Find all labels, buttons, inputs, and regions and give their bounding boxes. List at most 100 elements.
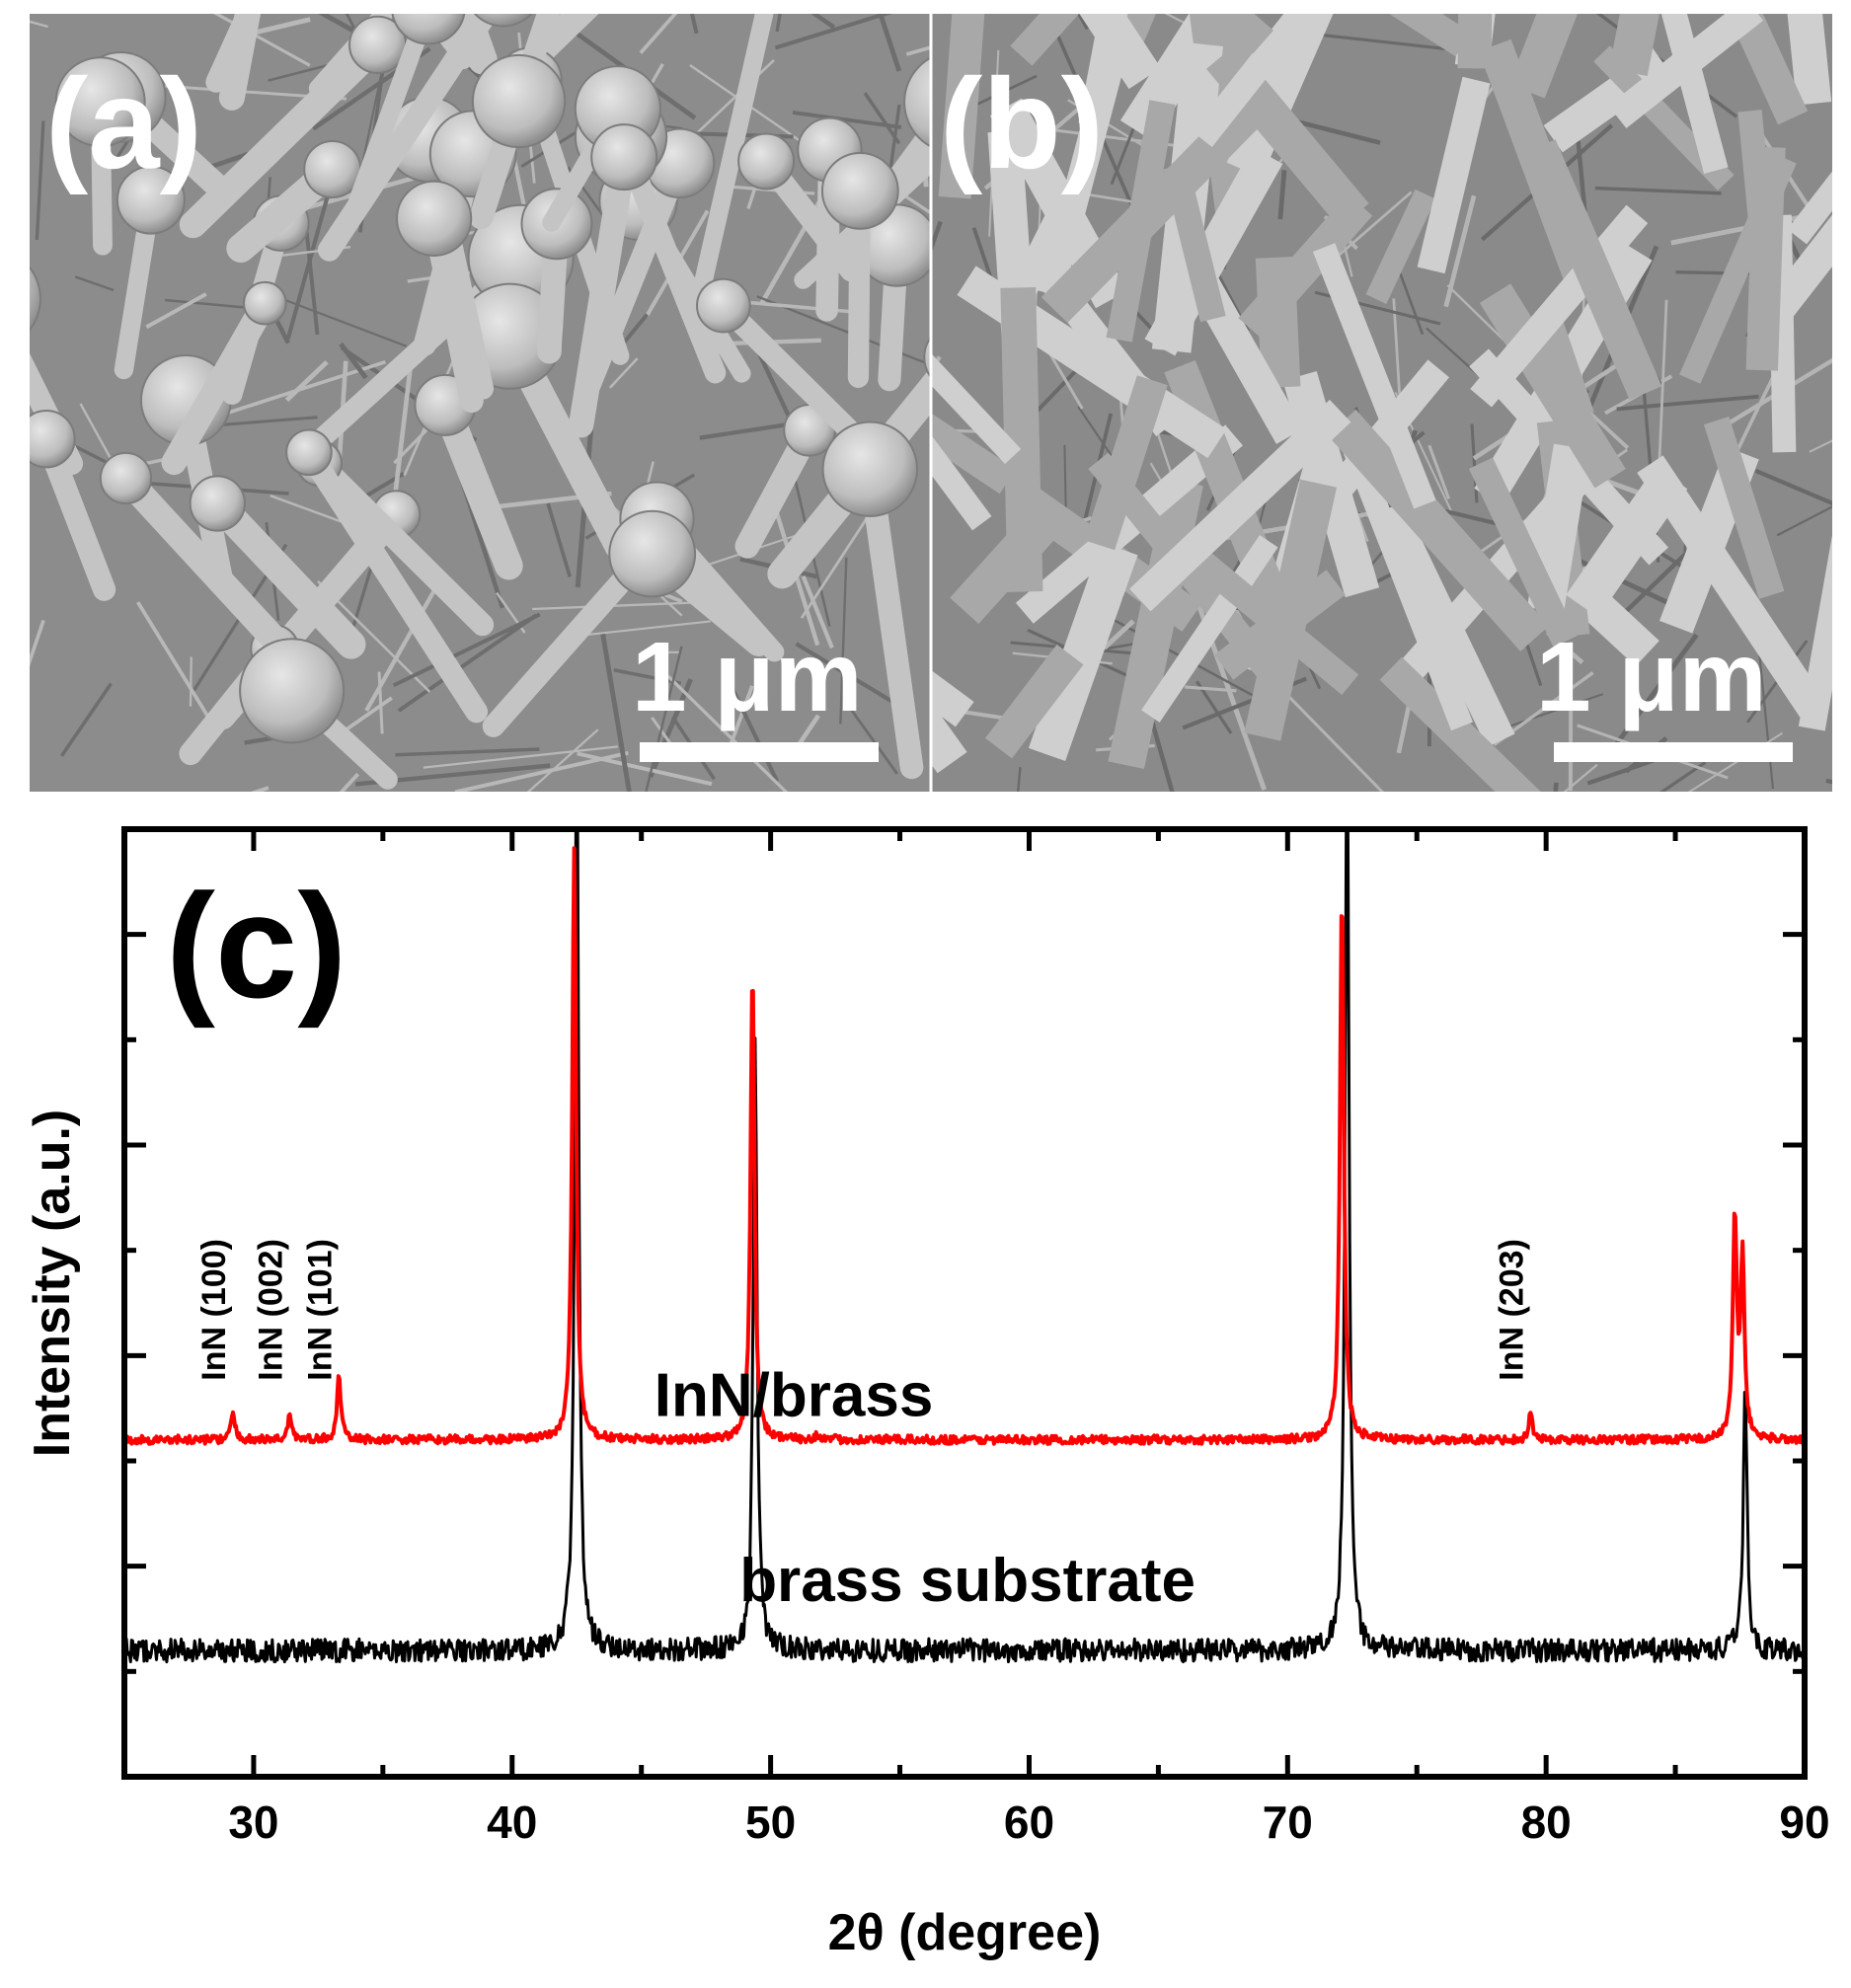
sem-rod xyxy=(1608,14,1659,77)
peak-annotation: InN (002) xyxy=(253,1239,290,1381)
sem-fiber xyxy=(1427,444,1451,499)
sem-rod xyxy=(1078,14,1128,128)
sem-rod xyxy=(1010,14,1080,66)
sem-rod xyxy=(112,464,298,664)
sem-fiber xyxy=(1809,439,1832,453)
x-tick-label: 70 xyxy=(1263,1797,1313,1848)
sem-fiber xyxy=(1563,763,1598,792)
sem-rod xyxy=(1339,434,1474,731)
panel-label-b: (b) xyxy=(940,51,1104,195)
plot-frame xyxy=(121,826,1808,1780)
sem-fiber xyxy=(392,612,541,688)
sem-ball xyxy=(54,56,146,148)
sem-fiber xyxy=(267,292,408,347)
sem-rod xyxy=(482,550,652,737)
sem-ball xyxy=(396,180,473,257)
sem-fiber xyxy=(1185,685,1237,693)
sem-fiber xyxy=(377,671,384,734)
sem-fiber xyxy=(546,502,573,577)
sem-rod xyxy=(1191,14,1318,148)
sem-rod xyxy=(1798,534,1832,731)
sem-rod xyxy=(297,440,489,724)
sem-rod xyxy=(858,457,924,780)
sem-rod xyxy=(1129,399,1351,612)
sem-ball xyxy=(903,56,930,148)
sem-fiber xyxy=(810,14,836,30)
peak-annotation: InN (100) xyxy=(195,1239,233,1381)
y-axis-title: Intensity (a.u.) xyxy=(24,1109,81,1457)
sem-fiber xyxy=(30,619,45,667)
peak-annotation: InN (101) xyxy=(301,1239,339,1381)
sem-rod xyxy=(1041,77,1283,324)
sem-rod xyxy=(1417,76,1491,274)
sem-fiber xyxy=(905,45,930,56)
sem-ball xyxy=(590,123,658,191)
series-label-inn-brass: InN/brass xyxy=(655,1362,934,1430)
sem-ball xyxy=(239,638,346,744)
sem-fiber xyxy=(1470,423,1479,503)
sem-fiber xyxy=(792,111,902,129)
sem-fiber xyxy=(423,745,618,769)
sem-rod xyxy=(1084,375,1168,551)
sem-ball xyxy=(189,475,246,532)
sem-rod xyxy=(530,14,599,62)
sem-rod xyxy=(932,353,1022,465)
sem-ball xyxy=(391,14,466,45)
x-tick-label: 80 xyxy=(1521,1797,1572,1848)
sem-rod xyxy=(1457,14,1493,69)
sem-fiber xyxy=(1195,680,1233,734)
sem-ball xyxy=(30,266,41,332)
sem-fiber xyxy=(1594,186,1722,195)
sem-rod xyxy=(985,644,1084,759)
sem-image-a: (a) 1 μm xyxy=(30,14,930,792)
sem-fiber xyxy=(74,275,115,292)
sem-rod xyxy=(218,14,262,111)
sem-rod xyxy=(1389,14,1472,57)
sem-ball xyxy=(471,53,567,149)
sem-fiber xyxy=(863,92,901,145)
sem-fiber xyxy=(600,633,632,792)
sem-ball xyxy=(30,409,76,469)
sem-fiber xyxy=(395,747,540,757)
xrd-chart: 30 40 50 60 70 80 90 (c) InN (100) InN (002) InN… xyxy=(24,826,1830,1961)
plot-traces xyxy=(124,829,1805,1664)
axis-ticks xyxy=(121,829,1808,1777)
x-axis-title: 2θ (degree) xyxy=(828,1904,1102,1961)
sem-fiber xyxy=(189,656,193,707)
sem-rod xyxy=(1365,189,1436,304)
sem-fiber xyxy=(339,772,360,792)
sem-fiber xyxy=(526,728,599,792)
sem-fiber xyxy=(577,620,711,638)
sem-rod xyxy=(1508,14,1579,99)
sem-fiber xyxy=(1657,299,1668,478)
sem-ball xyxy=(737,132,796,191)
sem-rod xyxy=(1207,14,1273,54)
sem-rod xyxy=(932,435,992,531)
sem-rod xyxy=(1327,410,1550,651)
sem-fiber xyxy=(639,14,678,54)
scale-bar-a xyxy=(640,742,879,762)
sem-rod xyxy=(1679,154,1797,384)
sem-rod xyxy=(1787,171,1832,245)
sem-image-b: (b) 1 μm xyxy=(932,14,1832,792)
sem-fiber xyxy=(1277,170,1287,220)
sem-ball xyxy=(608,509,697,598)
sem-fiber xyxy=(251,786,270,792)
sem-fiber xyxy=(726,677,780,783)
sem-ball xyxy=(303,139,362,199)
scale-bar-label-b: 1 μm xyxy=(1536,622,1767,732)
series-line-brass-substrate xyxy=(124,829,1805,1664)
sem-rod xyxy=(1379,656,1541,792)
x-tick-label: 90 xyxy=(1779,1797,1829,1848)
sem-fiber xyxy=(1491,779,1502,792)
x-tick-labels: 30 40 50 60 70 80 90 xyxy=(228,1797,1829,1848)
x-tick-label: 40 xyxy=(487,1797,537,1848)
sem-rod xyxy=(451,14,474,70)
sem-fiber xyxy=(1095,608,1259,700)
sem-ball xyxy=(285,428,333,477)
sem-fiber xyxy=(1284,692,1385,792)
sem-rod xyxy=(568,144,637,438)
sem-rod xyxy=(161,290,277,476)
sem-fiber xyxy=(1063,444,1067,520)
